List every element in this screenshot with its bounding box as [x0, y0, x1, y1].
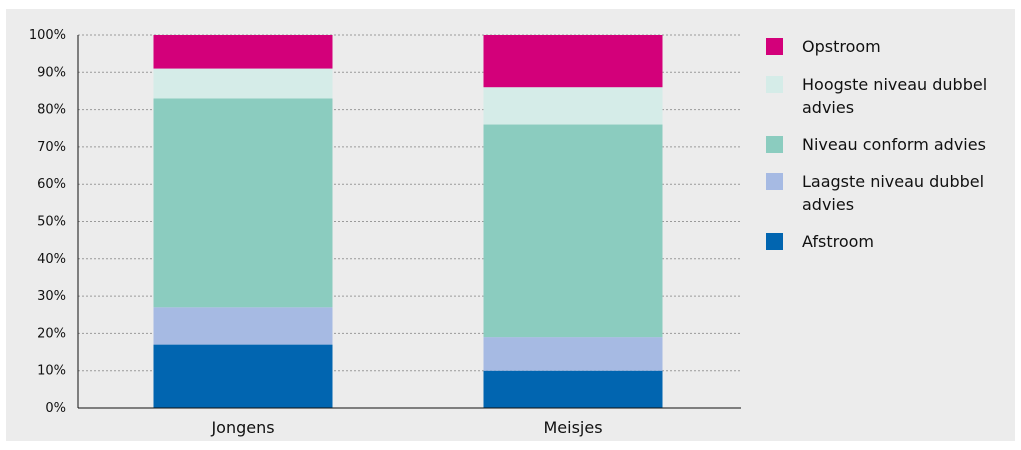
stacked-bar-chart: 0% 10% 20% 30% 40% 50% 60% 70% 80% 90% 100% Jongen…: [29, 28, 741, 437]
legend-swatch: [766, 173, 783, 190]
legend-swatch: [766, 136, 783, 153]
legend-swatch: [766, 233, 783, 250]
bar-segment: [153, 68, 333, 99]
bar-segment: [483, 370, 663, 408]
legend-item: Opstroom: [758, 35, 1018, 58]
legend: Opstroom Hoogste niveau dubbel advies Nive…: [758, 35, 1018, 253]
bar-segment: [153, 307, 333, 345]
legend-label: Niveau conform advies: [802, 135, 986, 154]
bar-segment: [483, 87, 663, 125]
bar-segment: [483, 124, 663, 338]
y-tick-label: 70%: [37, 140, 66, 155]
bar-segment: [153, 35, 333, 69]
y-tick-labels: 0% 10% 20% 30% 40% 50% 60% 70% 80% 90% 100%: [29, 28, 66, 416]
legend-label: Laagste niveau dubbel advies: [802, 172, 985, 214]
y-tick-label: 90%: [37, 65, 66, 80]
legend-item: Niveau conform advies: [758, 133, 1018, 156]
legend-label: Hoogste niveau dubbel advies: [802, 75, 988, 117]
x-category-labels: Jongens Meisjes: [210, 418, 602, 437]
y-tick-label: 30%: [37, 289, 66, 304]
chart-panel: 0% 10% 20% 30% 40% 50% 60% 70% 80% 90% 100% Jongen…: [6, 9, 1015, 441]
y-tick-label: 100%: [29, 28, 66, 43]
bar-segment: [483, 35, 663, 88]
legend-item: Laagste niveau dubbel advies: [758, 170, 1018, 216]
legend-item: Afstroom: [758, 230, 1018, 253]
x-category-label: Meisjes: [543, 418, 602, 437]
legend-swatch: [766, 76, 783, 93]
bars: [153, 35, 663, 408]
bar-segment: [153, 98, 333, 308]
y-tick-label: 20%: [37, 326, 66, 341]
y-tick-label: 80%: [37, 103, 66, 118]
y-tick-label: 10%: [37, 364, 66, 379]
y-tick-label: 60%: [37, 177, 66, 192]
legend-label: Opstroom: [802, 37, 881, 56]
legend-swatch: [766, 38, 783, 55]
legend-item: Hoogste niveau dubbel advies: [758, 73, 1018, 119]
legend-label: Afstroom: [802, 232, 875, 251]
y-tick-label: 50%: [37, 215, 66, 230]
bar-segment: [153, 344, 333, 408]
y-tick-label: 40%: [37, 252, 66, 267]
x-category-label: Jongens: [210, 418, 274, 437]
axes: [77, 35, 741, 409]
bar-segment: [483, 337, 663, 371]
y-tick-label: 0%: [45, 401, 66, 416]
